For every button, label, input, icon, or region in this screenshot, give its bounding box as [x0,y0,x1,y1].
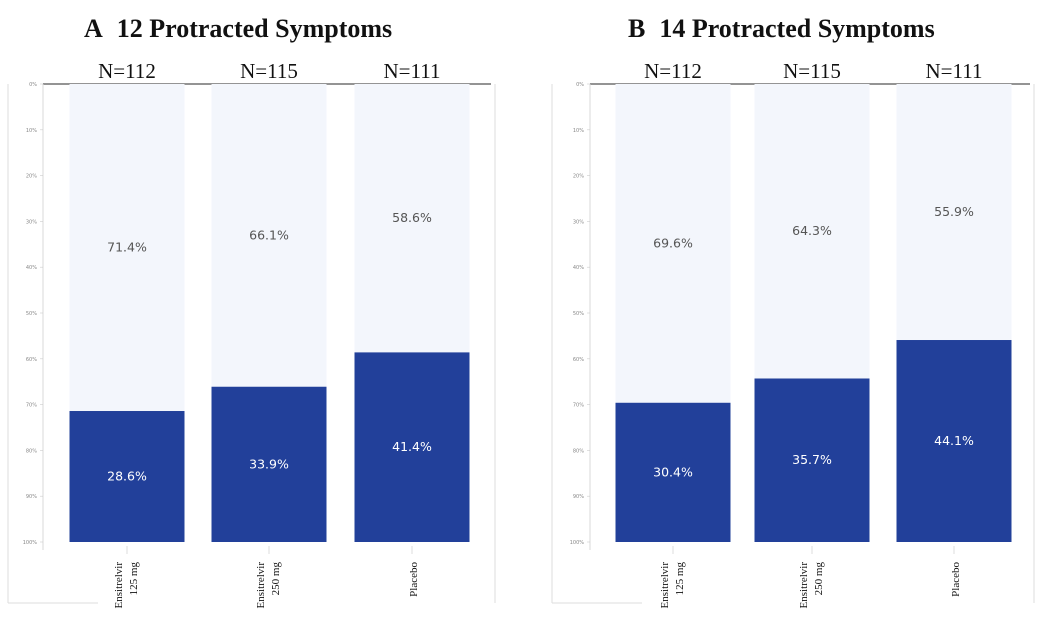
panel-a-data-label-light: 71.4% [107,240,147,255]
panel-a-y-tick-label: 60% [26,357,37,363]
panel-a-data-label-dark: 41.4% [392,439,432,454]
panel-b-y-tick-label: 80% [573,448,584,454]
panel-b-data-label-light: 55.9% [934,204,974,219]
panel-b-category-label-line: Ensitrelvir [798,562,810,609]
panel-b-category-label-line: 125 mg [674,562,686,596]
panel-b-category-label: Ensitrelvir 125 mg [659,562,686,609]
panel-a-category-label-line: Placebo [408,562,420,597]
panel-b-y-tick-label: 10% [573,128,584,134]
panel-b-n-label: N=112 [644,59,702,83]
panel-b-n-label: N=115 [783,59,841,83]
panel-a-category-label-line: Ensitrelvir [255,562,267,609]
panel-b-y-tick-label: 70% [573,403,584,409]
panel-a-n-label: N=111 [384,59,441,83]
panel-a-y-tick-label: 70% [26,403,37,409]
panel-a-category-label: Placebo [408,562,420,597]
panel-b-y-tick-label: 40% [573,265,584,271]
panel-b-category-label-line: Placebo [950,562,962,597]
panel-a-y-tick-label: 80% [26,448,37,454]
panel-a-n-label: N=115 [240,59,298,83]
panel-b-y-tick-label: 50% [573,311,584,317]
panel-b-y-tick-label: 100% [570,540,585,546]
panel-a-category-label-line: 250 mg [270,562,282,596]
panel-a-category-label-line: Ensitrelvir [113,562,125,609]
panel-b-data-label-dark: 30.4% [653,464,693,479]
panel-b-category-label-line: Ensitrelvir [659,562,671,609]
panel-a-data-label-light: 66.1% [249,227,289,242]
panel-a-y-tick-label: 20% [26,174,37,180]
panel-a-y-tick-label: 90% [26,494,37,500]
panel-b-y-tick-label: 20% [573,174,584,180]
panel-a-category-label: Ensitrelvir 125 mg [113,562,140,609]
panel-a-data-label-light: 58.6% [392,210,432,225]
panel-a-y-tick-label: 10% [26,128,37,134]
panel-a-y-tick-label: 50% [26,311,37,317]
panel-a-category-label-line: 125 mg [128,562,140,596]
panel-b-category-label: Placebo [950,562,962,597]
panel-b-y-tick-label: 60% [573,357,584,363]
panel-a-data-label-dark: 33.9% [249,456,289,471]
panel-b-y-tick-label: 90% [573,494,584,500]
panel-b-data-label-light: 69.6% [653,235,693,250]
panel-b-data-label-dark: 44.1% [934,433,974,448]
panel-b-category-label: Ensitrelvir 250 mg [798,562,825,609]
panel-a-y-tick-label: 0% [29,82,37,88]
panel-a-category-label: Ensitrelvir 250 mg [255,562,282,609]
panel-a-n-label: N=112 [98,59,156,83]
panel-a-y-tick-label: 100% [23,540,38,546]
panel-b-n-label: N=111 [926,59,983,83]
panel-b-data-label-light: 64.3% [792,223,832,238]
panel-b-category-label-line: 250 mg [813,562,825,596]
panel-a-y-tick-label: 40% [26,265,37,271]
panel-b-y-tick-label: 0% [576,82,584,88]
panel-b-data-label-dark: 35.7% [792,452,832,467]
panel-a-y-tick-label: 30% [26,219,37,225]
panel-a-data-label-dark: 28.6% [107,469,147,484]
panel-b-y-tick-label: 30% [573,219,584,225]
